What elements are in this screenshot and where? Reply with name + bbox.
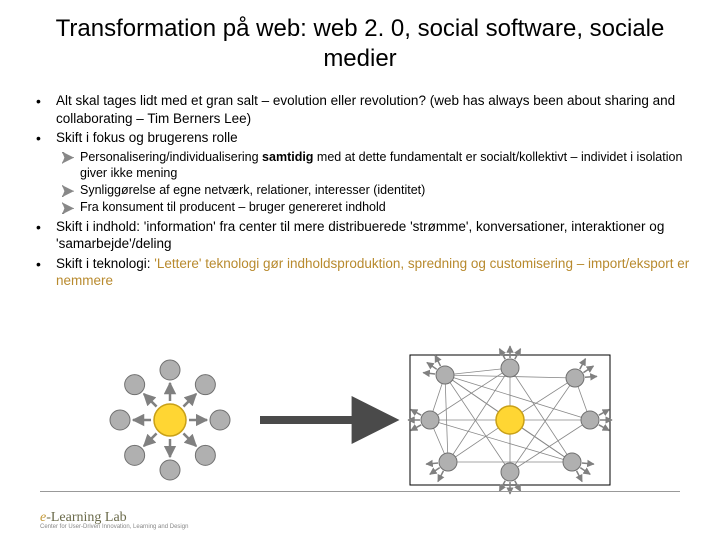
sub-bullet-list: Personalisering/individualisering samtid… — [56, 149, 692, 216]
network-diagram-svg — [100, 350, 620, 490]
bullet-item: Skift i indhold: 'information' fra cente… — [28, 218, 692, 253]
logo-text: -Learning Lab — [46, 510, 126, 525]
bullet-item: Skift i teknologi: 'Lettere' teknologi g… — [28, 255, 692, 290]
sub-text: Personalisering/individualisering — [80, 150, 262, 164]
bullet-item: Alt skal tages lidt med et gran salt – e… — [28, 92, 692, 127]
sub-bullet-item: Synliggørelse af egne netværk, relatione… — [56, 182, 692, 198]
diagram — [100, 350, 620, 490]
bullet-item: Skift i fokus og brugerens rolle Persona… — [28, 129, 692, 216]
footer-divider — [40, 491, 680, 492]
bullet-text: Skift i fokus og brugerens rolle — [56, 130, 238, 145]
bullet-list: Alt skal tages lidt med et gran salt – e… — [28, 92, 692, 290]
sub-text-em: samtidig — [262, 150, 313, 164]
sub-bullet-item: Fra konsument til producent – bruger gen… — [56, 199, 692, 215]
logo: e-Learning Lab Center for User-Driven In… — [40, 510, 188, 530]
slide-body: Alt skal tages lidt med et gran salt – e… — [0, 74, 720, 290]
bullet-text: Skift i teknologi: — [56, 256, 154, 271]
logo-subtitle: Center for User-Driven Innovation, Learn… — [40, 524, 188, 530]
sub-bullet-item: Personalisering/individualisering samtid… — [56, 149, 692, 182]
slide-title: Transformation på web: web 2. 0, social … — [0, 0, 720, 74]
